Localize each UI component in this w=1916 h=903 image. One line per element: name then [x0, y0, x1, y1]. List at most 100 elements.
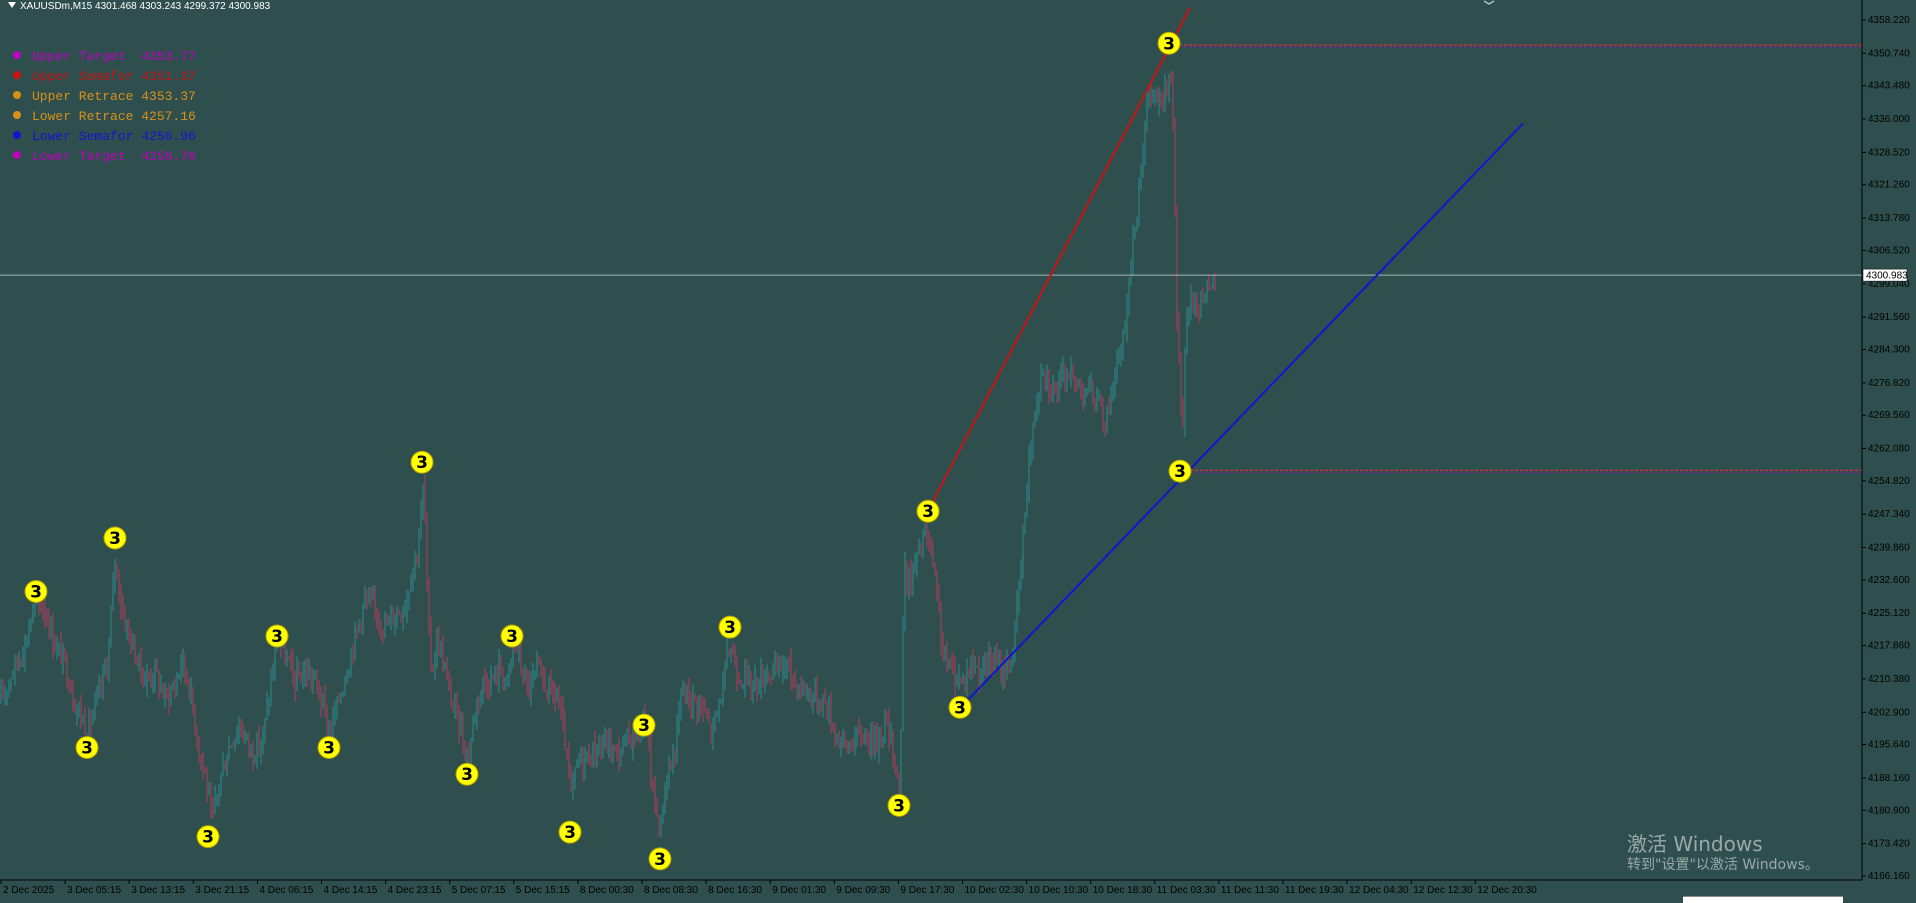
price-tick-label: 4188.160 — [1868, 773, 1910, 784]
price-tick-label: 4299.040 — [1868, 279, 1910, 290]
taskbar-fragment — [1683, 896, 1843, 903]
price-tick-label: 4276.820 — [1868, 378, 1910, 389]
semafor-marker-label: 3 — [323, 738, 335, 758]
windows-activation-watermark: 激活 Windows 转到"设置"以激活 Windows。 — [1627, 832, 1819, 874]
time-tick-label: 3 Dec 21:15 — [195, 885, 249, 896]
price-tick-label: 4291.560 — [1868, 312, 1910, 323]
time-tick-label: 11 Dec 03:30 — [1157, 885, 1216, 896]
price-tick-label: 4195.640 — [1868, 740, 1910, 751]
time-tick-label: 8 Dec 00:30 — [580, 885, 634, 896]
symbol-label: XAUUSDm,M15 4301.468 4303.243 4299.372 4… — [8, 1, 270, 12]
price-tick-label: 4321.260 — [1868, 180, 1910, 191]
semafor-marker-circle — [1157, 31, 1181, 55]
legend-dot-icon — [13, 71, 21, 79]
time-tick-label: 11 Dec 11:30 — [1221, 885, 1279, 896]
semafor-marker: 3 — [410, 450, 434, 474]
semafor-marker-label: 3 — [893, 796, 905, 816]
time-tick-label: 5 Dec 07:15 — [452, 885, 506, 896]
semafor-marker-label: 3 — [461, 765, 473, 785]
time-tick-label: 10 Dec 02:30 — [965, 885, 1025, 896]
semafor-marker: 3 — [948, 695, 972, 719]
price-tick-label: 4180.900 — [1868, 805, 1910, 816]
semafor-marker-label: 3 — [564, 823, 576, 843]
time-axis[interactable]: 2 Dec 2025 3 Dec 05:15 3 Dec 13:15 3 Dec 21… — [0, 879, 1862, 902]
legend-label: Upper Retrace 4353.37 — [32, 89, 196, 104]
semafor-marker-label: 3 — [30, 582, 42, 602]
price-tick-label: 4343.480 — [1868, 81, 1910, 92]
semafor-marker-label: 3 — [1163, 34, 1175, 54]
time-tick-label: 10 Dec 10:30 — [1029, 885, 1089, 896]
semafor-marker-circle — [558, 820, 582, 844]
semafor-markers-layer: 3 3 3 3 3 3 3 3 3 3 3 3 3 3 3 3 3 3 — [24, 31, 1192, 871]
price-tick-label: 4225.120 — [1868, 608, 1910, 619]
semafor-marker: 3 — [632, 713, 656, 737]
semafor-marker-label: 3 — [654, 850, 666, 870]
semafor-marker: 3 — [1168, 459, 1192, 483]
semafor-marker-label: 3 — [109, 529, 121, 549]
upper-trend-line — [929, 7, 1191, 508]
semafor-marker-circle — [24, 579, 48, 603]
time-tick-label: 3 Dec 05:15 — [67, 885, 121, 896]
semafor-marker-circle — [265, 624, 289, 648]
semafor-marker: 3 — [317, 735, 341, 759]
semafor-marker: 3 — [887, 793, 911, 817]
price-tick-label: 4306.520 — [1868, 245, 1910, 256]
semafor-marker-circle — [916, 499, 940, 523]
semafor-marker-label: 3 — [724, 618, 736, 638]
semafor-marker: 3 — [455, 762, 479, 786]
semafor-marker-circle — [718, 615, 742, 639]
legend-item: Lower Semafor 4256.96 — [13, 129, 196, 149]
legend-label: Upper Semafor 4351.37 — [32, 69, 196, 84]
collapse-triangle-icon[interactable] — [8, 2, 16, 8]
legend-dot-icon — [13, 51, 21, 59]
legend-label: Lower Target 4256.76 — [32, 149, 196, 164]
semafor-marker: 3 — [24, 579, 48, 603]
price-tick-label: 4336.000 — [1868, 114, 1910, 125]
time-tick-label: 5 Dec 15:15 — [516, 885, 570, 896]
semafor-marker: 3 — [196, 825, 220, 849]
symbol-label-text: XAUUSDm,M15 4301.468 4303.243 4299.372 4… — [20, 1, 271, 12]
semafor-marker-label: 3 — [922, 502, 934, 522]
price-tick-label: 4350.740 — [1868, 48, 1910, 59]
legend-dot-icon — [13, 111, 21, 119]
time-tick-label: 11 Dec 19:30 — [1285, 885, 1344, 896]
price-axis[interactable]: 4358.220 4350.740 4343.480 4336.000 4328.520… — [1861, 0, 1916, 902]
semafor-marker-label: 3 — [638, 716, 650, 736]
legend-dot-icon — [13, 151, 21, 159]
semafor-marker-circle — [75, 735, 99, 759]
semafor-marker-label: 3 — [81, 738, 93, 758]
semafor-marker-circle — [103, 526, 127, 550]
price-tick-label: 4232.600 — [1868, 575, 1910, 586]
time-tick-label: 12 Dec 20:30 — [1477, 885, 1537, 896]
price-tick-label: 4328.520 — [1868, 147, 1910, 158]
price-tick-label: 4239.860 — [1868, 543, 1910, 554]
time-tick-label: 2 Dec 2025 — [3, 885, 55, 896]
price-tick-label: 4210.380 — [1868, 674, 1910, 685]
price-tick-label: 4166.160 — [1868, 871, 1910, 882]
price-tick-label: 4358.220 — [1868, 15, 1910, 26]
current-price-label: 4300.983 — [1866, 271, 1908, 282]
price-axis-background — [1862, 0, 1916, 902]
semafor-marker-label: 3 — [1174, 462, 1186, 482]
legend-dot-icon — [13, 131, 21, 139]
time-tick-label: 4 Dec 06:15 — [259, 885, 313, 896]
legend-item: Lower Retrace 4257.16 — [13, 109, 196, 129]
semafor-marker-circle — [500, 624, 524, 648]
semafor-marker: 3 — [75, 735, 99, 759]
time-tick-label: 9 Dec 17:30 — [900, 885, 954, 896]
semafor-marker-label: 3 — [416, 453, 428, 473]
semafor-marker-circle — [410, 450, 434, 474]
time-tick-label: 9 Dec 01:30 — [772, 885, 826, 896]
time-tick-label: 4 Dec 23:15 — [388, 885, 442, 896]
semafor-marker: 3 — [500, 624, 524, 648]
semafor-marker-label: 3 — [271, 627, 283, 647]
time-tick-label: 9 Dec 09:30 — [836, 885, 890, 896]
price-tick-label: 4247.340 — [1868, 509, 1910, 520]
chevron-down-icon[interactable] — [1483, 0, 1495, 5]
semafor-marker: 3 — [718, 615, 742, 639]
time-tick-label: 10 Dec 18:30 — [1093, 885, 1153, 896]
legend-item: Lower Target 4256.76 — [13, 149, 196, 169]
price-tick-label: 4262.080 — [1868, 443, 1910, 454]
chart-area[interactable] — [0, 0, 1862, 880]
